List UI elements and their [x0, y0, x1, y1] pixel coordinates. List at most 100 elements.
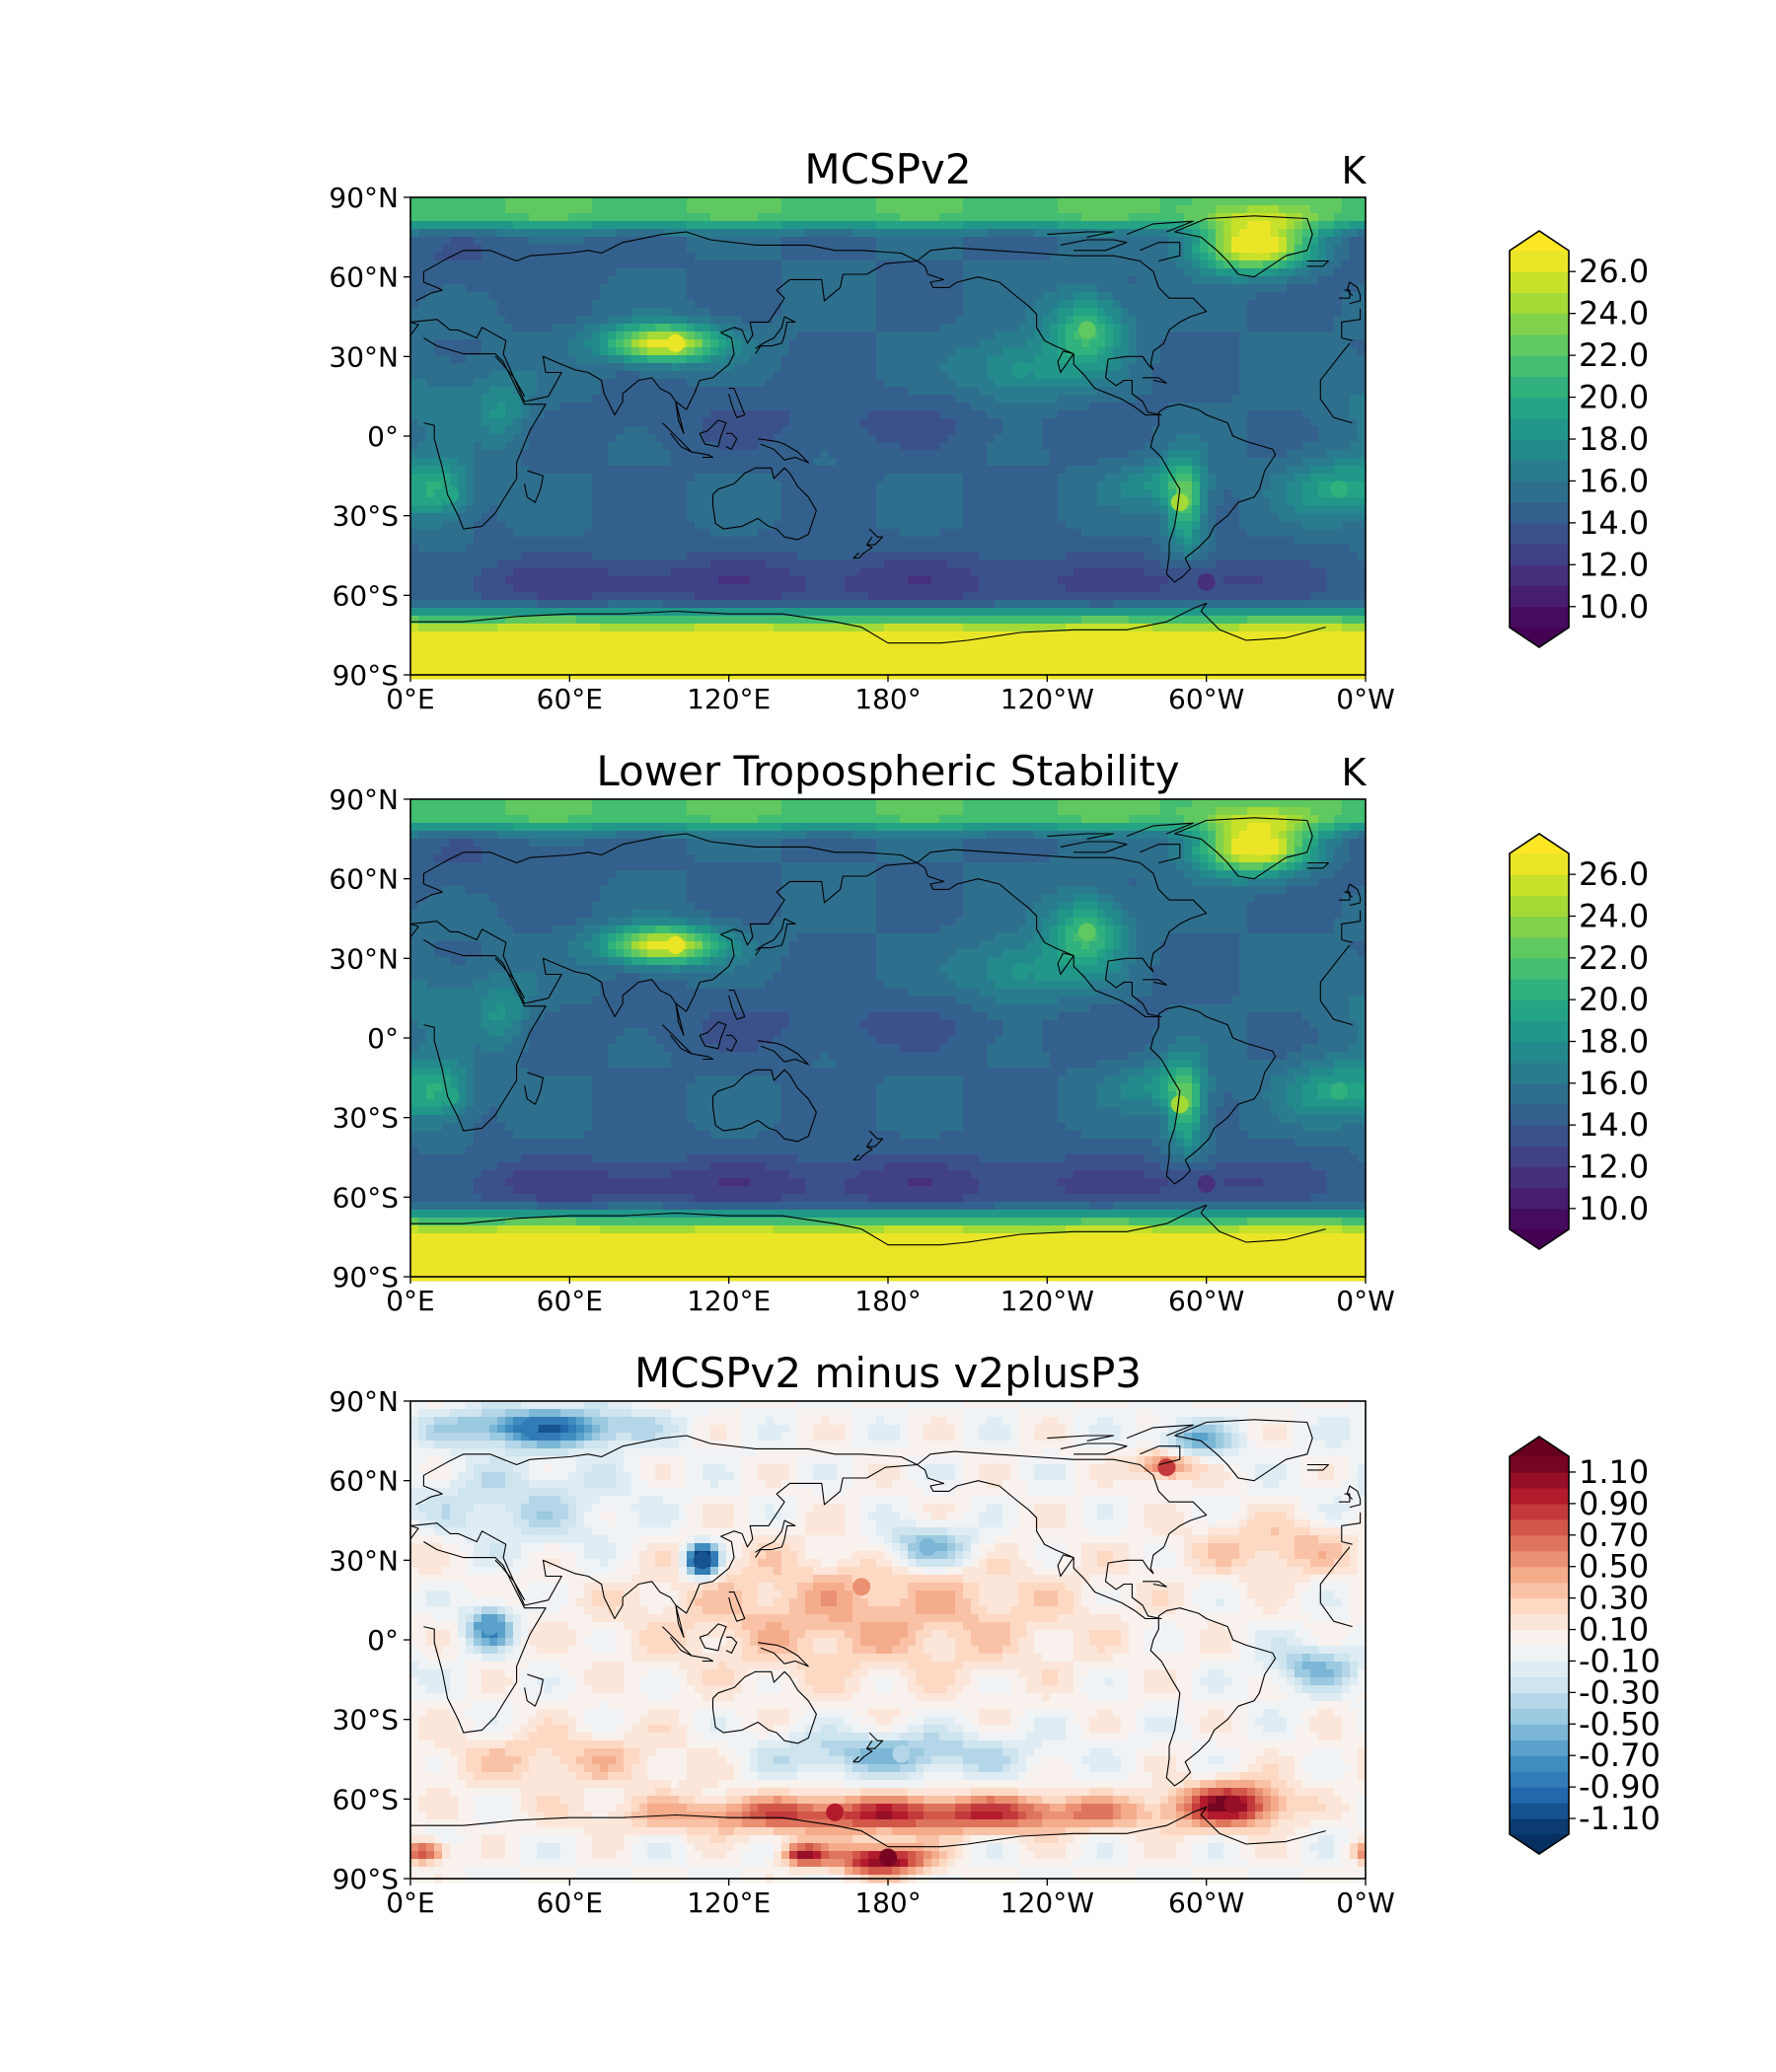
colorbar-tick-label: 24.0: [1579, 898, 1649, 935]
feature-marks: [441, 236, 1349, 591]
y-tick-label: 90°S: [333, 659, 399, 692]
colorbar-extend-max: [1510, 231, 1569, 251]
colorbar-segment: [1510, 481, 1569, 503]
y-tick-label: 90°S: [333, 1863, 399, 1895]
colorbar-segment: [1510, 501, 1569, 524]
colorbar-tick-label: -0.90: [1579, 1768, 1661, 1806]
coastline: [524, 1673, 544, 1707]
panel-2: 0°E 60°E 120°E 180° 120°W 60°W 0°W 90°N 60°N 30°N…: [329, 747, 1649, 1317]
coastline: [1140, 1445, 1181, 1466]
colorbar-segment: [1510, 376, 1569, 399]
colorbar: 10.012.014.016.018.020.022.024.026.0: [1509, 230, 1649, 648]
y-tick-label: 60°N: [329, 863, 399, 896]
colorbar-segment: [1510, 1456, 1569, 1473]
x-tick-label: 120°W: [1000, 1887, 1094, 1919]
y-tick-label: 0°: [367, 1022, 399, 1055]
colorbar-segment: [1510, 522, 1569, 545]
coastline: [1174, 817, 1313, 880]
coastline: [409, 1435, 1362, 1638]
coastline: [755, 918, 796, 956]
coastline: [691, 1053, 714, 1061]
units-label: K: [1342, 751, 1368, 794]
coastline: [409, 833, 1362, 1036]
colorbar-segment: [1510, 1104, 1569, 1126]
data-point: [693, 1551, 711, 1570]
coastline: [917, 849, 1208, 1018]
data-point: [852, 1174, 871, 1193]
coastline: [852, 544, 873, 559]
colorbar-tick-label: 10.0: [1579, 588, 1649, 626]
colorbar-segment: [1510, 1771, 1569, 1788]
coastlines: [409, 1419, 1362, 1848]
colorbar: 10.012.014.016.018.020.022.024.026.0: [1509, 833, 1649, 1250]
colorbar-segment: [1510, 606, 1569, 629]
colorbar-segment: [1510, 1676, 1569, 1693]
data-point: [1011, 360, 1030, 379]
colorbar-segment: [1510, 895, 1569, 918]
colorbar-segment: [1510, 1613, 1569, 1631]
data-point: [879, 1848, 897, 1867]
colorbar-segment: [1510, 1146, 1569, 1168]
coastline: [1126, 822, 1194, 838]
coastline: [1339, 891, 1351, 901]
x-tick-label: 60°W: [1168, 683, 1244, 715]
coastlines: [409, 215, 1362, 644]
coastline: [852, 1747, 873, 1763]
coastline: [699, 419, 727, 448]
y-tick-label: 0°: [367, 1624, 399, 1657]
coastline: [728, 388, 746, 418]
coastline: [728, 990, 746, 1020]
colorbar-segment: [1510, 916, 1569, 938]
data-point: [1077, 321, 1096, 339]
colorbar-extend-max: [1510, 834, 1569, 853]
coastline: [524, 470, 544, 503]
colorbar-extend-min: [1510, 1834, 1569, 1854]
colorbar-tick-label: 26.0: [1579, 855, 1649, 893]
coastline: [728, 1591, 746, 1622]
data-point: [666, 935, 685, 954]
colorbar-segment: [1510, 1692, 1569, 1709]
colorbar-segment: [1510, 460, 1569, 482]
data-point: [666, 333, 685, 352]
coastline: [1143, 377, 1167, 384]
colorbar-tick-label: 22.0: [1579, 336, 1649, 374]
x-tick-label: 0°W: [1336, 683, 1395, 715]
colorbar-segment: [1510, 439, 1569, 461]
colorbar-segment: [1510, 251, 1569, 272]
colorbar-segment: [1510, 1582, 1569, 1599]
data-point: [1197, 1174, 1216, 1193]
colorbar-segment: [1510, 1518, 1569, 1536]
colorbar-extend-min: [1510, 628, 1569, 647]
colorbar-segment: [1510, 1534, 1569, 1552]
x-tick-label: 60°E: [537, 1285, 603, 1317]
colorbar-segment: [1510, 874, 1569, 896]
coastline: [1126, 1424, 1194, 1440]
colorbar-segment: [1510, 1550, 1569, 1568]
colorbar-segment: [1510, 1062, 1569, 1084]
colorbar-segment: [1510, 979, 1569, 1000]
coastline: [1143, 1581, 1167, 1588]
coastline: [852, 1146, 873, 1161]
data-point: [919, 1537, 937, 1556]
data-point: [1330, 1081, 1349, 1100]
colorbar-tick-label: 16.0: [1579, 1065, 1649, 1102]
field-raster: [410, 197, 1367, 680]
colorbar-segment: [1510, 1708, 1569, 1725]
coastline: [758, 438, 809, 464]
colorbar-segment: [1510, 1208, 1569, 1230]
colorbar-tick-label: 16.0: [1579, 462, 1649, 499]
colorbar-tick-label: 10.0: [1579, 1190, 1649, 1227]
colorbar-outline: [1509, 833, 1570, 1250]
y-tick-label: 90°N: [329, 1385, 399, 1418]
x-tick-label: 120°E: [687, 1285, 771, 1317]
coastline: [1339, 1493, 1351, 1503]
colorbar-segment: [1510, 585, 1569, 608]
coastline: [1047, 1435, 1115, 1442]
colorbar-tick-label: 26.0: [1579, 253, 1649, 290]
x-tick-label: 120°W: [1000, 683, 1094, 715]
coastline: [917, 1450, 1208, 1620]
panel-3: 0°E 60°E 120°E 180° 120°W 60°W 0°W 90°N 60°N 30°N…: [329, 1349, 1660, 1919]
coastline: [1306, 1463, 1329, 1471]
coastline: [409, 231, 1362, 434]
coastline: [662, 1626, 693, 1657]
